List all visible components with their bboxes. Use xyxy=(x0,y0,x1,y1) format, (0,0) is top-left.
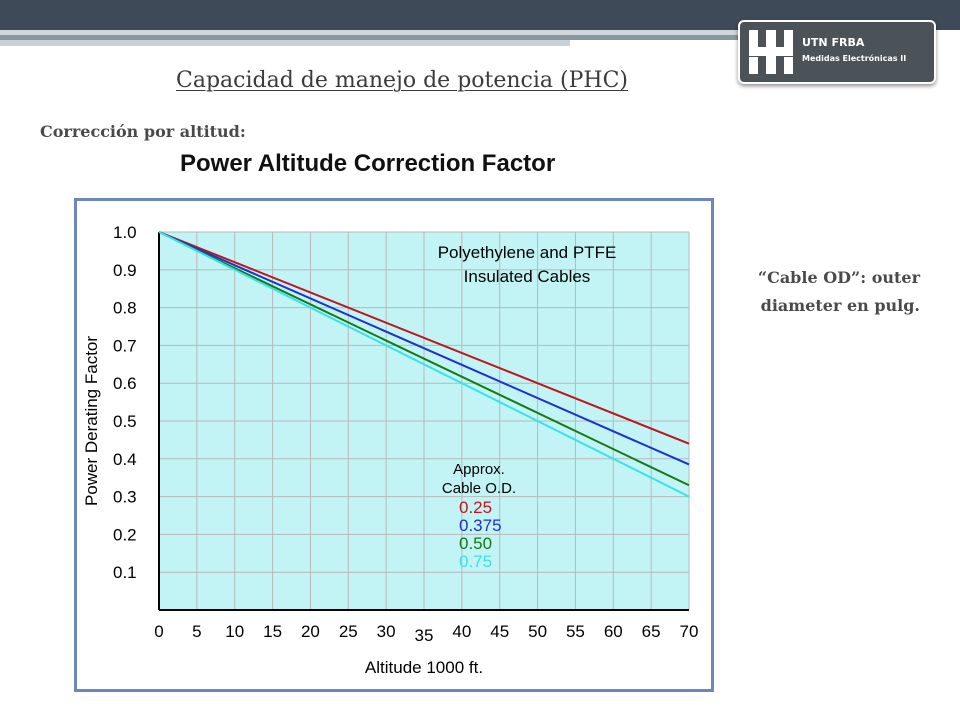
y-axis-label: Power Derating Factor xyxy=(82,336,101,506)
x-tick-label: 20 xyxy=(301,622,320,641)
logo-name: UTN FRBA xyxy=(802,36,865,49)
y-tick-label: 1.0 xyxy=(113,223,137,242)
y-tick-label: 0.1 xyxy=(113,563,137,582)
side-note: “Cable OD”: outer diameter en pulg. xyxy=(718,264,920,320)
university-logo: UTN FRBA Medidas Electrónicas II xyxy=(738,20,936,84)
series-line xyxy=(158,231,690,445)
y-tick-label: 0.4 xyxy=(113,450,137,469)
chart-annotation: Polyethylene and PTFE xyxy=(438,243,617,262)
x-tick-label: 50 xyxy=(528,622,547,641)
legend-entry: 0.75 xyxy=(459,552,492,571)
chart: 0 5 10 15 20 25 30 35 40 45 50 55 60 65 70 0.1 0.2 0.3 0.4… xyxy=(82,223,699,677)
x-tick-label: 10 xyxy=(225,622,244,641)
x-tick-label: 15 xyxy=(263,622,282,641)
series-line xyxy=(158,231,690,498)
x-tick-label: 55 xyxy=(566,622,585,641)
header-band xyxy=(0,35,760,40)
legend-entry: 0.375 xyxy=(459,516,502,535)
y-tick-label: 0.7 xyxy=(113,336,137,355)
series-line xyxy=(158,231,690,487)
chart-title: Power Altitude Correction Factor xyxy=(180,150,556,177)
section-subtitle: Corrección por altitud: xyxy=(40,122,246,141)
x-tick-label: 45 xyxy=(490,622,509,641)
chart-frame: 0 5 10 15 20 25 30 35 40 45 50 55 60 65 70 0.1 0.2 0.3 0.4… xyxy=(74,198,714,692)
legend-title: Approx. xyxy=(453,461,505,478)
legend-entry: 0.50 xyxy=(459,534,492,553)
x-tick-label: 35 xyxy=(415,626,434,645)
y-tick-label: 0.5 xyxy=(113,412,137,431)
side-note-line: diameter en pulg. xyxy=(760,296,920,315)
y-tick-label: 0.8 xyxy=(113,299,137,318)
x-tick-label: 30 xyxy=(377,622,396,641)
x-tick-label: 70 xyxy=(680,622,699,641)
logo-subtitle: Medidas Electrónicas II xyxy=(802,54,907,63)
header-band xyxy=(0,40,570,46)
utn-logo-icon xyxy=(749,30,793,74)
chart-annotation: Insulated Cables xyxy=(464,267,591,286)
series-line xyxy=(158,231,690,466)
x-tick-label: 5 xyxy=(192,622,201,641)
x-tick-label: 0 xyxy=(154,622,163,641)
x-axis-label: Altitude 1000 ft. xyxy=(365,658,483,677)
legend-title: Cable O.D. xyxy=(442,480,516,497)
y-tick-label: 0.2 xyxy=(113,525,137,544)
side-note-line: “Cable OD”: outer xyxy=(757,268,920,287)
slide-title: Capacidad de manejo de potencia (PHC) xyxy=(176,68,629,93)
x-tick-label: 40 xyxy=(452,622,471,641)
y-tick-label: 0.3 xyxy=(113,488,137,507)
legend-entry: 0.25 xyxy=(459,498,492,517)
x-tick-label: 60 xyxy=(604,622,623,641)
y-tick-label: 0.6 xyxy=(113,374,137,393)
x-tick-label: 65 xyxy=(642,622,661,641)
header-band xyxy=(0,30,760,35)
x-tick-label: 25 xyxy=(339,622,358,641)
y-tick-label: 0.9 xyxy=(113,261,137,280)
